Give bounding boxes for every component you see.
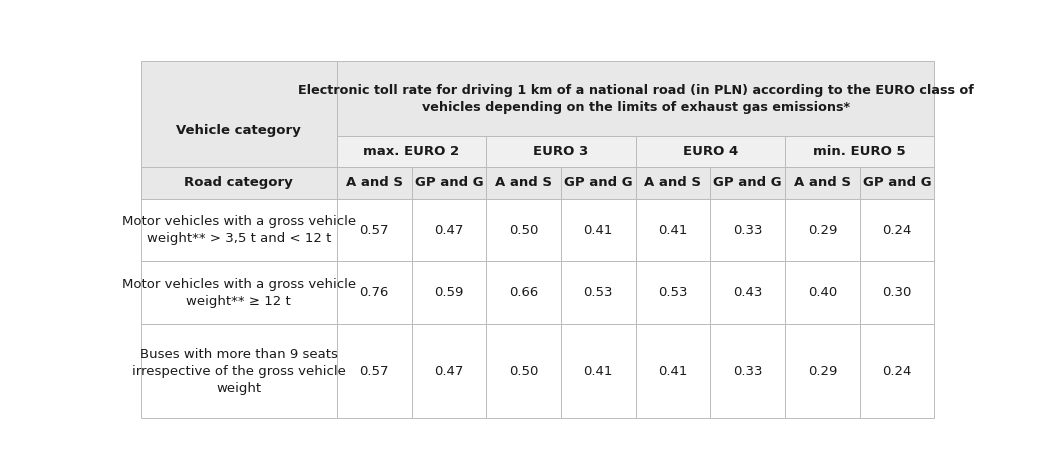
Text: 0.47: 0.47 — [434, 364, 464, 378]
Bar — [636, 136, 785, 167]
Text: 0.57: 0.57 — [360, 364, 389, 378]
Bar — [141, 261, 337, 324]
Text: 0.33: 0.33 — [733, 224, 763, 237]
Text: 0.41: 0.41 — [583, 224, 613, 237]
Bar — [860, 324, 935, 418]
Text: max. EURO 2: max. EURO 2 — [364, 145, 459, 158]
Bar — [337, 61, 935, 136]
Text: 0.59: 0.59 — [434, 286, 464, 299]
Bar — [710, 167, 785, 199]
Text: 0.43: 0.43 — [733, 286, 763, 299]
Text: 0.50: 0.50 — [509, 224, 538, 237]
Text: Electronic toll rate for driving 1 km of a national road (in PLN) according to t: Electronic toll rate for driving 1 km of… — [298, 84, 973, 114]
Bar — [411, 167, 487, 199]
Bar — [636, 199, 710, 261]
Text: Road category: Road category — [185, 176, 294, 189]
Text: EURO 3: EURO 3 — [533, 145, 588, 158]
Bar — [636, 167, 710, 199]
Text: EURO 4: EURO 4 — [683, 145, 737, 158]
Bar — [487, 261, 561, 324]
Text: 0.41: 0.41 — [659, 224, 688, 237]
Text: 0.47: 0.47 — [434, 224, 464, 237]
Text: 0.33: 0.33 — [733, 364, 763, 378]
Bar — [411, 261, 487, 324]
Text: Motor vehicles with a gross vehicle
weight** ≥ 12 t: Motor vehicles with a gross vehicle weig… — [122, 277, 356, 307]
Text: min. EURO 5: min. EURO 5 — [813, 145, 906, 158]
Bar — [487, 167, 561, 199]
Text: GP and G: GP and G — [713, 176, 782, 189]
Text: 0.50: 0.50 — [509, 364, 538, 378]
Text: 0.29: 0.29 — [808, 364, 837, 378]
Text: 0.41: 0.41 — [659, 364, 688, 378]
Bar — [561, 167, 636, 199]
Bar — [710, 261, 785, 324]
Bar — [141, 61, 337, 199]
Text: 0.40: 0.40 — [808, 286, 837, 299]
Text: A and S: A and S — [495, 176, 552, 189]
Bar — [860, 199, 935, 261]
Text: 0.24: 0.24 — [882, 224, 912, 237]
Bar — [487, 199, 561, 261]
Bar — [411, 199, 487, 261]
Bar — [785, 136, 935, 167]
Text: 0.41: 0.41 — [583, 364, 613, 378]
Text: 0.53: 0.53 — [583, 286, 613, 299]
Bar — [860, 261, 935, 324]
Text: Vehicle category: Vehicle category — [176, 124, 301, 137]
Bar — [337, 199, 411, 261]
Bar — [141, 324, 337, 418]
Bar — [411, 324, 487, 418]
Bar — [785, 167, 860, 199]
Text: 0.76: 0.76 — [360, 286, 389, 299]
Bar — [561, 199, 636, 261]
Text: 0.24: 0.24 — [882, 364, 912, 378]
Bar — [785, 199, 860, 261]
Bar — [785, 261, 860, 324]
Text: GP and G: GP and G — [414, 176, 484, 189]
Bar — [710, 199, 785, 261]
Bar — [487, 136, 636, 167]
Bar — [337, 324, 411, 418]
Text: 0.66: 0.66 — [509, 286, 538, 299]
Bar — [785, 324, 860, 418]
Bar — [141, 167, 337, 199]
Text: GP and G: GP and G — [862, 176, 932, 189]
Bar — [636, 324, 710, 418]
Bar — [636, 261, 710, 324]
Text: Motor vehicles with a gross vehicle
weight** > 3,5 t and < 12 t: Motor vehicles with a gross vehicle weig… — [122, 215, 356, 245]
Text: 0.53: 0.53 — [658, 286, 688, 299]
Bar — [337, 136, 487, 167]
Text: A and S: A and S — [794, 176, 851, 189]
Text: GP and G: GP and G — [564, 176, 633, 189]
Bar — [487, 324, 561, 418]
Bar — [337, 261, 411, 324]
Bar — [561, 261, 636, 324]
Bar — [561, 324, 636, 418]
Text: Buses with more than 9 seats
irrespective of the gross vehicle
weight: Buses with more than 9 seats irrespectiv… — [132, 348, 346, 395]
Bar — [860, 167, 935, 199]
Text: A and S: A and S — [346, 176, 403, 189]
Bar — [710, 324, 785, 418]
Text: 0.30: 0.30 — [882, 286, 912, 299]
Bar — [141, 199, 337, 261]
Text: 0.57: 0.57 — [360, 224, 389, 237]
Bar — [337, 167, 411, 199]
Text: A and S: A and S — [644, 176, 702, 189]
Text: 0.29: 0.29 — [808, 224, 837, 237]
